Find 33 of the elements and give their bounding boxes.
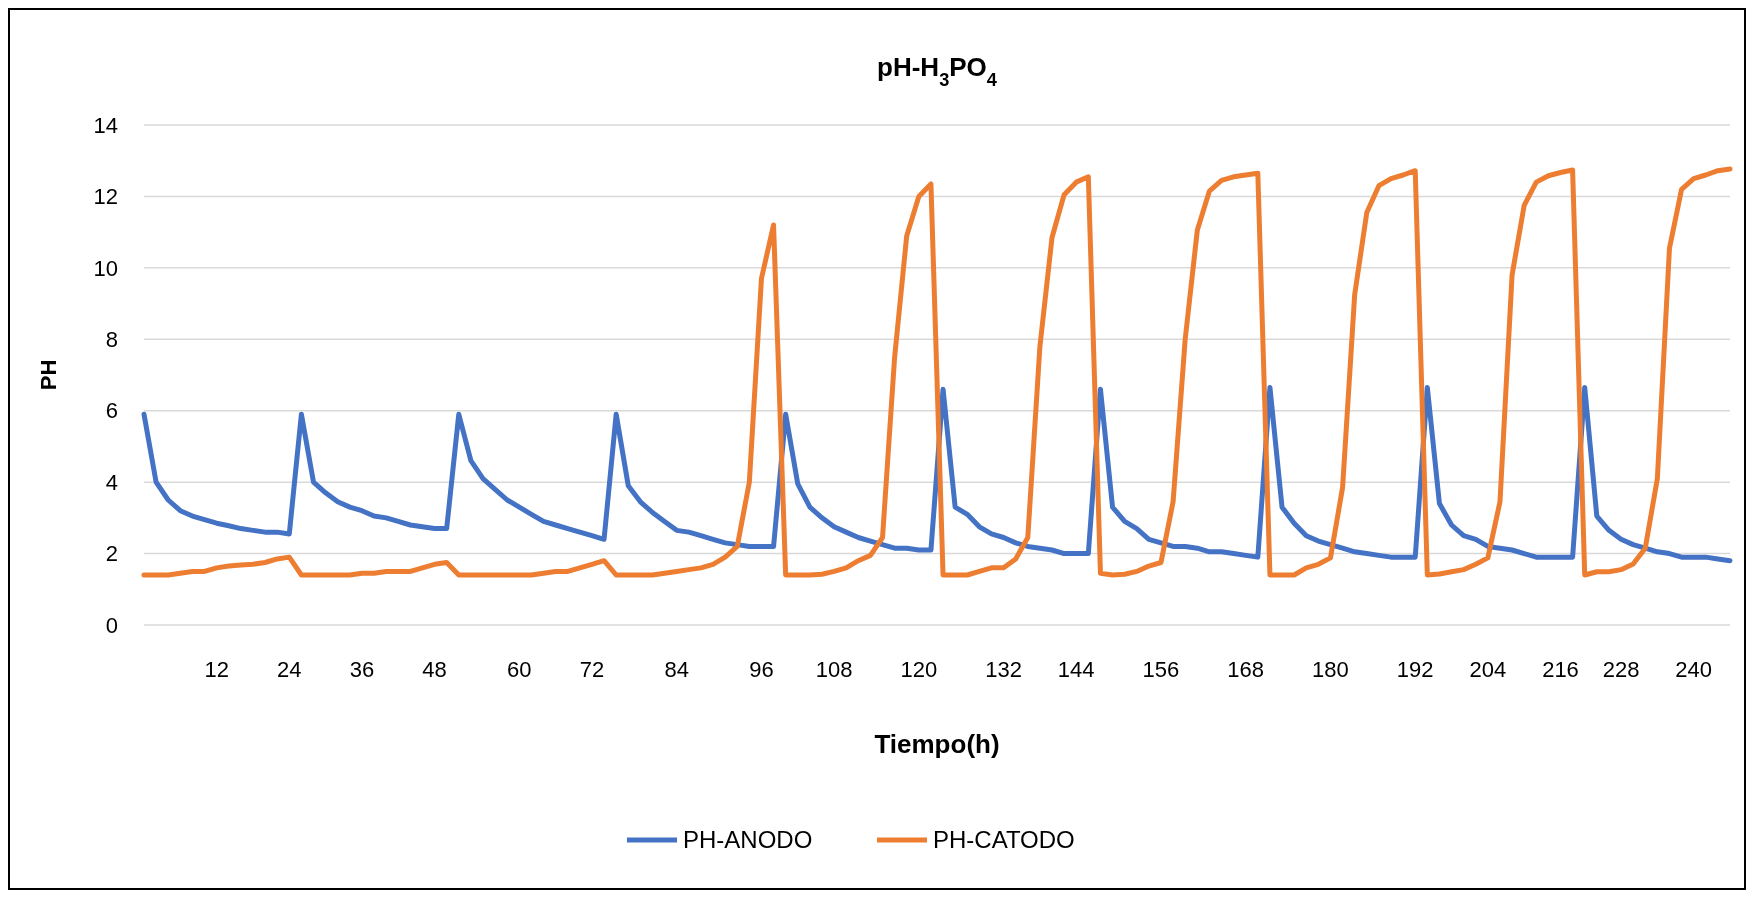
x-tick-label: 24 bbox=[277, 657, 302, 682]
legend-label: PH-ANODO bbox=[683, 826, 813, 854]
x-tick-label: 240 bbox=[1675, 657, 1713, 682]
y-tick-label: 14 bbox=[93, 112, 118, 138]
x-tick-label: 132 bbox=[985, 657, 1022, 682]
x-tick-label: 192 bbox=[1396, 657, 1434, 682]
x-tick-label: 72 bbox=[579, 657, 605, 682]
y-tick-label: 4 bbox=[105, 469, 118, 495]
chart-title: pH-H$_{3}$PO$_{4}$ bbox=[877, 52, 998, 90]
x-tick-label: 12 bbox=[204, 657, 229, 682]
y-tick-label: 12 bbox=[93, 184, 118, 210]
y-tick-label: 6 bbox=[105, 398, 118, 424]
x-tick-label: 108 bbox=[815, 657, 853, 682]
y-tick-label: 2 bbox=[105, 541, 118, 567]
y-axis-title: PH bbox=[36, 359, 61, 391]
x-tick-label: 228 bbox=[1602, 657, 1640, 682]
x-tick-label: 48 bbox=[422, 657, 447, 682]
y-tick-label: 0 bbox=[105, 612, 118, 638]
x-tick-label: 180 bbox=[1312, 657, 1349, 682]
x-tick-label: 96 bbox=[749, 657, 774, 682]
x-tick-label: 120 bbox=[900, 657, 938, 682]
x-tick-label: 84 bbox=[664, 657, 689, 682]
x-tick-label: 216 bbox=[1542, 657, 1579, 682]
x-tick-label: 60 bbox=[507, 657, 532, 682]
x-tick-label: 144 bbox=[1057, 657, 1095, 682]
legend-label: PH-CATODO bbox=[933, 826, 1075, 854]
x-tick-label: 204 bbox=[1469, 657, 1507, 682]
x-tick-label: 168 bbox=[1227, 657, 1265, 682]
y-tick-label: 10 bbox=[93, 255, 118, 281]
x-tick-label: 36 bbox=[349, 657, 375, 682]
y-tick-label: 8 bbox=[105, 326, 118, 352]
x-axis-title: Tiempo(h) bbox=[874, 729, 1000, 759]
x-tick-label: 156 bbox=[1142, 657, 1180, 682]
